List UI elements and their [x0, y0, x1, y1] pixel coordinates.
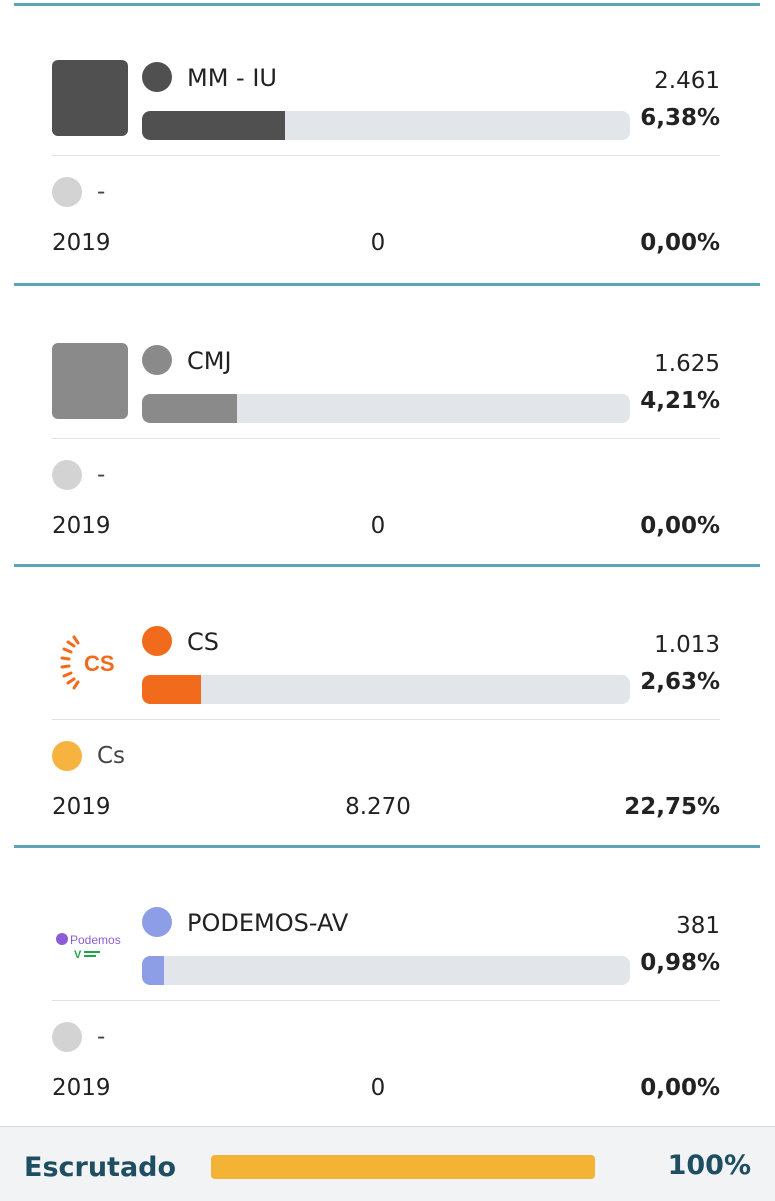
svg-text:Podemos: Podemos	[70, 933, 121, 947]
party-name: PODEMOS-AV	[187, 909, 349, 937]
previous-year: 2019	[52, 513, 111, 539]
card-divider	[52, 1000, 720, 1001]
previous-percent: 22,75%	[624, 794, 720, 820]
scrutiny-progress-bar	[211, 1155, 595, 1179]
party-name: MM - IU	[187, 64, 277, 92]
party-card-cmj: CMJ 1.625 4,21% - 2019 0 0,00%	[14, 283, 760, 560]
scrutiny-footer: Escrutado 100%	[0, 1126, 775, 1201]
previous-votes: 0	[370, 1075, 386, 1101]
card-divider	[52, 438, 720, 439]
previous-party-name: -	[97, 462, 106, 488]
party-card-podemos-av: Podemos V PODEMOS-AV 381 0,98% - 2019 0 …	[14, 845, 760, 1122]
previous-percent: 0,00%	[640, 230, 720, 256]
previous-party-color-dot	[52, 460, 82, 490]
party-votes: 1.013	[654, 632, 720, 658]
party-percent: 2,63%	[640, 669, 720, 695]
party-votes: 2.461	[654, 68, 720, 94]
vote-share-bar	[142, 675, 630, 704]
scrutiny-progress-fill	[211, 1155, 595, 1179]
previous-party-name: -	[97, 1024, 106, 1050]
vote-share-bar	[142, 111, 630, 140]
card-divider	[52, 155, 720, 156]
podemos-logo-icon: Podemos V	[52, 905, 128, 981]
previous-party-name: -	[97, 179, 106, 205]
vote-share-bar	[142, 394, 630, 423]
svg-text:CS: CS	[84, 651, 115, 676]
previous-year: 2019	[52, 230, 111, 256]
party-card-mm-iu: MM - IU 2.461 6,38% - 2019 0 0,00%	[14, 3, 760, 280]
party-logo	[52, 343, 128, 419]
previous-percent: 0,00%	[640, 1075, 720, 1101]
previous-party-name: Cs	[97, 743, 126, 769]
previous-votes: 0	[370, 230, 386, 256]
party-name: CMJ	[187, 347, 232, 375]
previous-percent: 0,00%	[640, 513, 720, 539]
top-divider	[14, 3, 760, 6]
previous-party-color-dot	[52, 741, 82, 771]
party-percent: 6,38%	[640, 105, 720, 131]
party-card-cs: CS CS 1.013 2,63% Cs 2019 8.270 22,75%	[14, 564, 760, 841]
party-logo	[52, 60, 128, 136]
party-color-dot	[142, 345, 172, 375]
previous-party-color-dot	[52, 1022, 82, 1052]
party-percent: 0,98%	[640, 950, 720, 976]
party-color-dot	[142, 62, 172, 92]
party-color-dot	[142, 907, 172, 937]
vote-share-fill	[142, 675, 201, 704]
vote-share-fill	[142, 394, 237, 423]
previous-year: 2019	[52, 794, 111, 820]
previous-votes: 8.270	[345, 794, 411, 820]
party-color-dot	[142, 626, 172, 656]
previous-party-color-dot	[52, 177, 82, 207]
vote-share-fill	[142, 111, 285, 140]
party-votes: 1.625	[654, 351, 720, 377]
party-name: CS	[187, 628, 219, 656]
svg-text:V: V	[74, 949, 82, 961]
vote-share-fill	[142, 956, 164, 985]
scrutiny-percent: 100%	[667, 1150, 751, 1181]
party-votes: 381	[676, 913, 720, 939]
card-divider	[52, 719, 720, 720]
vote-share-bar	[142, 956, 630, 985]
party-percent: 4,21%	[640, 388, 720, 414]
previous-year: 2019	[52, 1075, 111, 1101]
scrutiny-label: Escrutado	[24, 1152, 177, 1183]
cs-logo-icon: CS	[52, 624, 128, 700]
previous-votes: 0	[370, 513, 386, 539]
